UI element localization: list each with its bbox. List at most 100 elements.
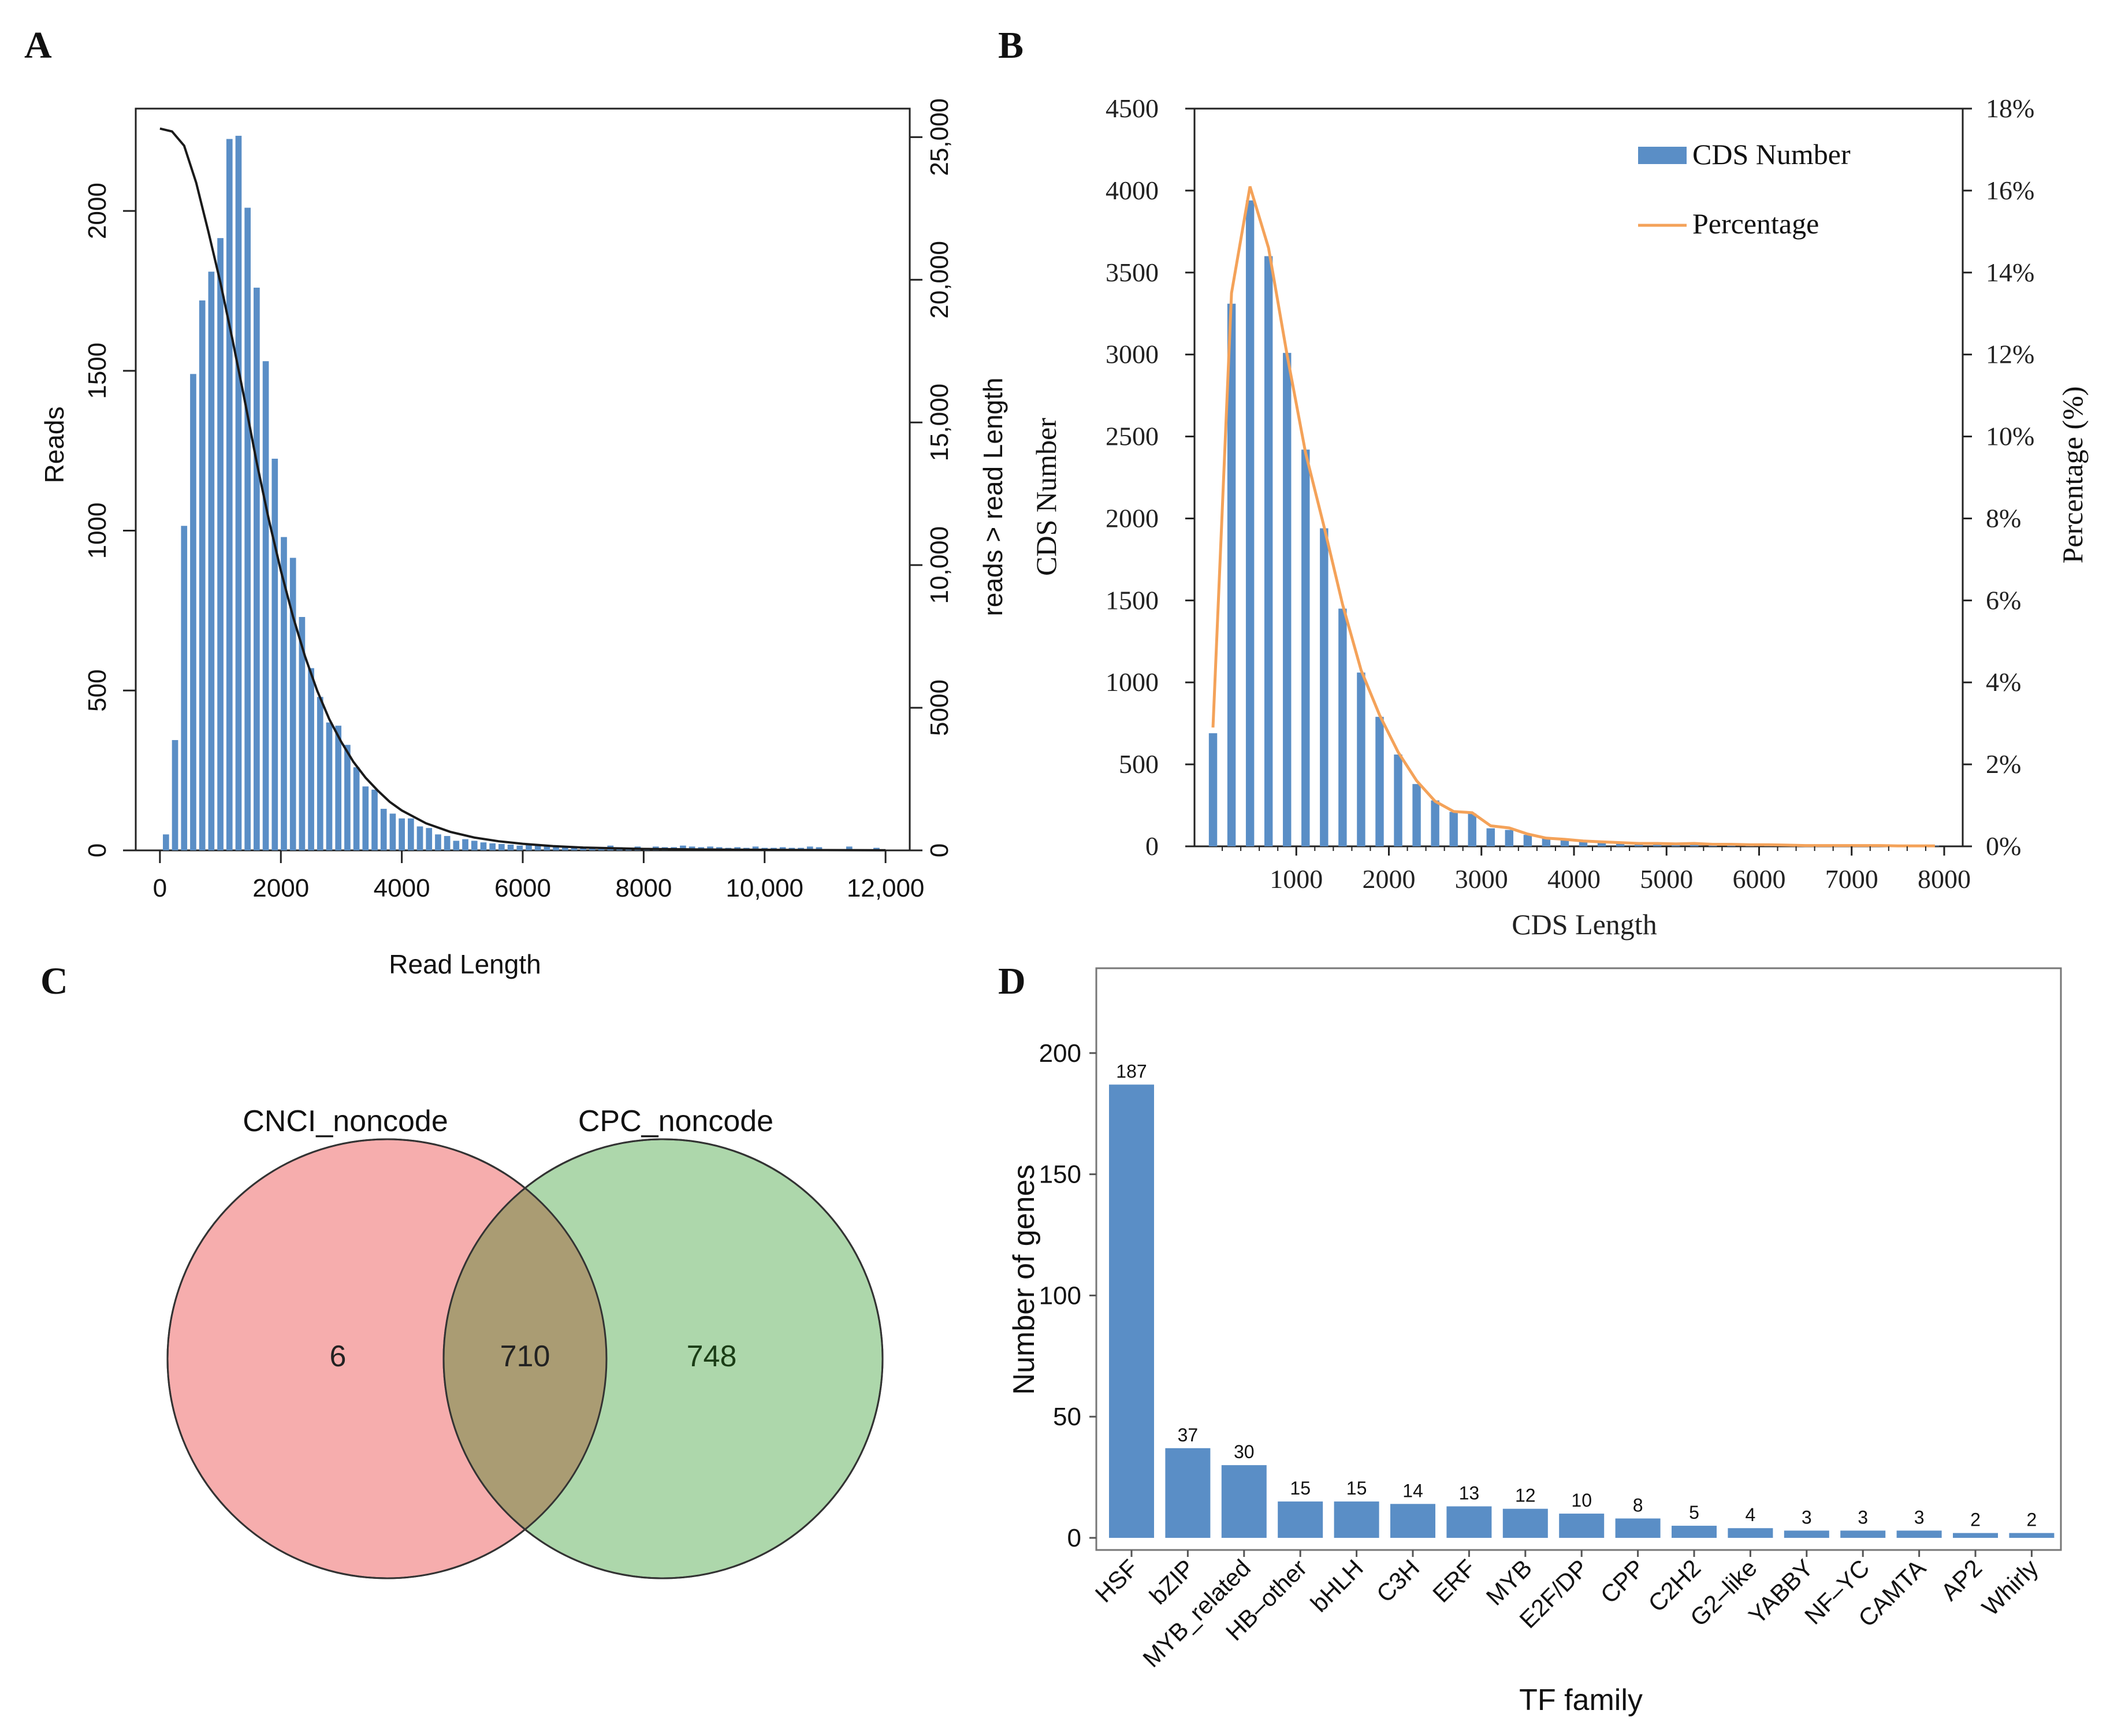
y-tick-label-d: 0 (1067, 1524, 1081, 1552)
y2-tick-label-a: 15,000 (925, 384, 954, 462)
y2-tick-label-b: 10% (1986, 422, 2034, 451)
tf-bar-value-label: 3 (1914, 1507, 1925, 1527)
cds-bar (1357, 672, 1365, 846)
tf-bar-value-label: 2 (2027, 1510, 2037, 1530)
tf-bar (1559, 1514, 1605, 1538)
cds-bar (1560, 839, 1569, 846)
y2-tick-label-a: 5000 (925, 679, 954, 736)
tf-bar (1784, 1530, 1829, 1538)
histogram-bar (244, 207, 251, 850)
panel-d-tf-family-chart: 187HSF37bZIP30MYB_related15HB–other15bHL… (1007, 967, 2062, 1717)
cds-bar (1542, 838, 1551, 846)
venn-circle-cnci-outline (166, 1138, 608, 1579)
histogram-bar (553, 846, 559, 850)
y-tick-label-d: 100 (1039, 1281, 1081, 1310)
histogram-bar (544, 846, 550, 850)
y-tick-label-d: 150 (1039, 1161, 1081, 1189)
cds-bar (1301, 449, 1310, 846)
y-tick-label-b: 4000 (1106, 176, 1159, 205)
tf-bar-value-label: 14 (1402, 1480, 1423, 1501)
y2-tick-label-a: 10,000 (925, 526, 954, 604)
tf-bar-value-label: 5 (1689, 1502, 1699, 1523)
cds-bar (1597, 842, 1606, 846)
x-tick-label-b: 1000 (1270, 864, 1323, 894)
x-tick-label-d: bHLH (1305, 1554, 1368, 1617)
histogram-bar (254, 287, 260, 850)
histogram-bar (561, 847, 568, 850)
cds-bar (1523, 835, 1532, 846)
venn-overlap-region (444, 1139, 606, 1578)
histogram-bar (407, 818, 414, 850)
histogram-bar (362, 786, 369, 850)
tf-bar-value-label: 2 (1970, 1510, 1981, 1530)
histogram-bar (172, 740, 178, 850)
y2-tick-label-b: 6% (1986, 585, 2021, 615)
histogram-bar (580, 847, 587, 850)
y-tick-label-b: 2000 (1106, 503, 1159, 533)
y-axis-title-b: CDS Number (1030, 418, 1062, 576)
tf-bar-value-label: 10 (1571, 1490, 1592, 1511)
histogram-bar (489, 843, 496, 850)
y2-tick-label-b: 2% (1986, 749, 2021, 779)
histogram-bar (317, 697, 323, 850)
histogram-bar (426, 828, 433, 850)
cds-bar (1505, 830, 1514, 846)
legend-swatch-cds-number (1638, 147, 1687, 164)
histogram-bar (416, 826, 423, 850)
y-tick-label-a: 2000 (83, 183, 111, 239)
tf-bar-value-label: 3 (1802, 1507, 1812, 1527)
x-tick-label-a: 4000 (374, 874, 430, 902)
venn-circle-cpc-outline (442, 1138, 884, 1579)
y-tick-label-d: 200 (1039, 1039, 1081, 1068)
x-tick-label-a: 8000 (615, 874, 672, 902)
tf-bar (1502, 1508, 1548, 1538)
x-tick-label-b: 7000 (1825, 864, 1878, 894)
x-tick-label-a: 0 (153, 874, 167, 902)
y-tick-label-a: 0 (83, 843, 111, 857)
tf-bar-value-label: 3 (1858, 1507, 1868, 1527)
x-tick-label-b: 4000 (1547, 864, 1601, 894)
cds-bar (1283, 352, 1292, 846)
venn-count-left-only: 6 (330, 1340, 347, 1373)
y-tick-label-b: 1000 (1106, 667, 1159, 697)
panel-letter-c: C (40, 960, 68, 1002)
y2-tick-label-b: 18% (1986, 94, 2034, 123)
x-tick-label-d: C3H (1371, 1554, 1425, 1608)
y2-axis-title-b: Percentage (%) (2056, 386, 2089, 564)
x-axis-title-d: TF family (1519, 1683, 1643, 1717)
histogram-bar (752, 846, 759, 850)
y2-tick-label-a: 25,000 (925, 98, 954, 176)
tf-bar-value-label: 8 (1633, 1495, 1643, 1515)
histogram-bar (471, 841, 478, 850)
tf-bar (1615, 1518, 1661, 1538)
tf-bar (1334, 1501, 1379, 1538)
tf-bar (1165, 1448, 1211, 1538)
histogram-bar (507, 845, 514, 850)
cds-bar (1208, 733, 1218, 846)
histogram-bar (226, 139, 233, 850)
y-tick-label-b: 0 (1145, 831, 1159, 861)
y2-tick-label-b: 0% (1986, 831, 2021, 861)
percentage-line (1211, 186, 1935, 847)
tf-bar (1221, 1465, 1267, 1538)
y2-axis-title-a: reads > read Length (978, 377, 1008, 616)
tf-bar-value-label: 15 (1290, 1478, 1311, 1499)
histogram-bar (281, 537, 287, 850)
x-tick-label-d: AP2 (1936, 1554, 1987, 1605)
tf-bar (1390, 1504, 1435, 1538)
cds-bar (1412, 784, 1421, 846)
histogram-bar (308, 668, 314, 850)
x-tick-label-b: 2000 (1363, 864, 1416, 894)
histogram-bar (462, 839, 468, 850)
histogram-bar (326, 722, 333, 850)
tf-bar-value-label: 12 (1515, 1485, 1536, 1506)
cds-bar (1320, 528, 1328, 846)
venn-label-cpc: CPC_noncode (578, 1105, 773, 1138)
y2-tick-label-b: 12% (1986, 340, 2034, 369)
y-tick-label-d: 50 (1053, 1403, 1081, 1431)
histogram-bar (235, 136, 242, 851)
x-tick-label-d: CPP (1595, 1554, 1650, 1608)
histogram-bar (435, 834, 441, 850)
x-tick-label-a: 12,000 (847, 874, 925, 902)
